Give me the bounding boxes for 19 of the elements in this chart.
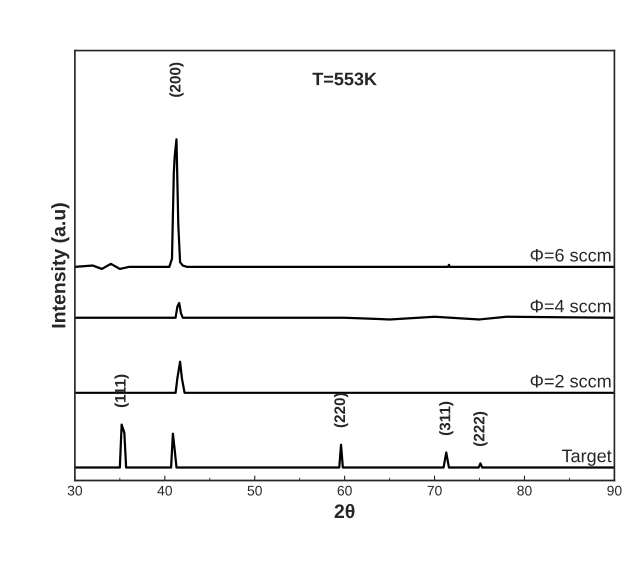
- x-tick-label: 80: [517, 486, 532, 496]
- series-label: Φ=6 sccm: [530, 248, 611, 262]
- x-tick-label: 40: [157, 486, 172, 496]
- series-label: Φ=4 sccm: [530, 300, 611, 312]
- x-tick-label: 60: [338, 486, 352, 496]
- x-tick-label: 50: [248, 486, 262, 496]
- annotation: (111): [114, 374, 129, 408]
- chart-title: T=553K: [312, 72, 377, 86]
- series-label: Target: [562, 450, 612, 466]
- series-label: Φ=2 sccm: [530, 374, 611, 388]
- y-axis-title: Intensity (a.u): [51, 203, 70, 328]
- annotation: (220): [334, 393, 348, 428]
- x-axis-title: 2θ: [334, 504, 354, 518]
- annotation: (222): [473, 412, 488, 446]
- text: (200): [169, 62, 184, 97]
- annotation: (311): [439, 402, 454, 436]
- x-tick-label: 30: [68, 486, 82, 496]
- x-tick-label: 70: [428, 486, 442, 496]
- x-tick-label: 90: [607, 486, 622, 496]
